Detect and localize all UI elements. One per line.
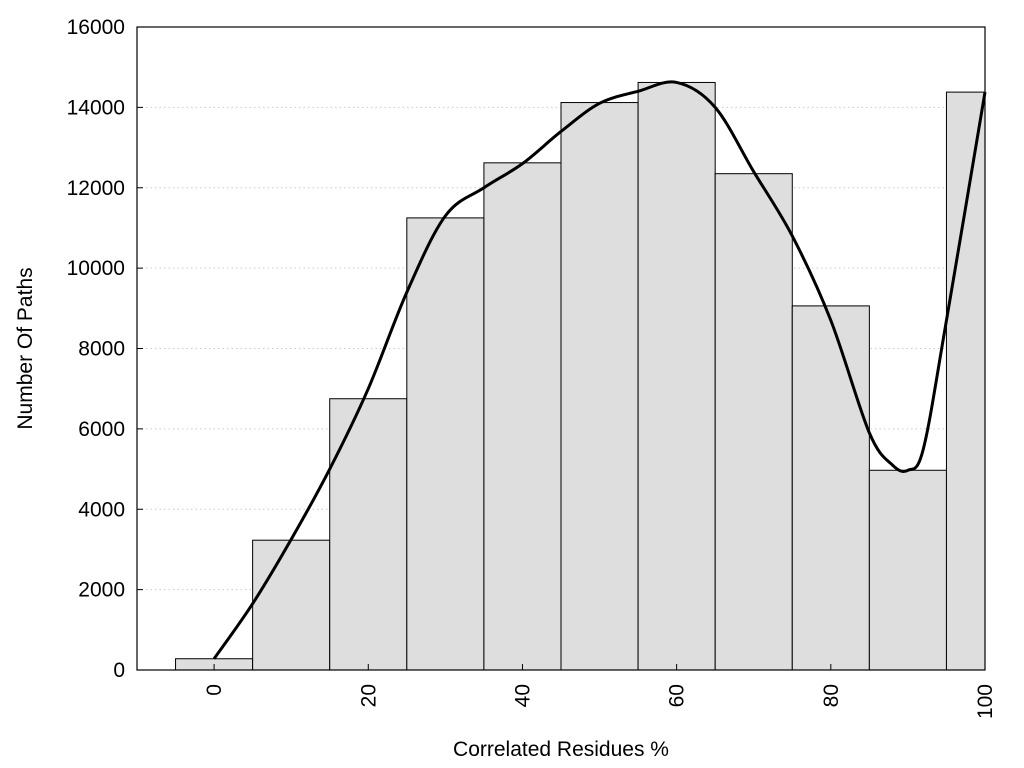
y-tick-label-2000: 2000 — [78, 579, 125, 602]
y-tick-label-10000: 10000 — [67, 257, 125, 280]
trend-curve-layer — [212, 80, 987, 660]
y-tick-label-6000: 6000 — [78, 418, 125, 441]
bar-50 — [560, 102, 639, 671]
bar-90 — [868, 469, 947, 671]
y-tick-label-14000: 14000 — [67, 96, 125, 119]
bar-70 — [714, 173, 793, 671]
y-tick-label-0: 0 — [113, 659, 125, 682]
trend-curve — [212, 80, 987, 660]
x-axis-title: Correlated Residues % — [453, 738, 669, 761]
bar-100 — [945, 91, 986, 671]
bar-40 — [483, 162, 562, 671]
x-tick-label-80: 80 — [820, 684, 843, 707]
bar-80 — [791, 305, 870, 671]
bar-10 — [252, 539, 331, 671]
x-axis-ticks: 0 20 40 60 80 100 — [203, 664, 997, 719]
x-tick-label-0: 0 — [203, 684, 226, 696]
bar-60 — [637, 81, 716, 671]
bar-20 — [329, 398, 408, 671]
bar-30 — [406, 217, 485, 671]
x-tick-label-20: 20 — [357, 684, 380, 707]
y-tick-label-16000: 16000 — [67, 16, 125, 39]
x-tick-label-100: 100 — [974, 684, 997, 719]
histogram-bars — [175, 81, 986, 671]
y-tick-label-8000: 8000 — [78, 338, 125, 361]
y-tick-label-12000: 12000 — [67, 177, 125, 200]
y-tick-label-4000: 4000 — [78, 498, 125, 521]
y-axis-ticks: 0 2000 4000 6000 8000 10000 12000 14000 16000 — [67, 16, 143, 682]
x-tick-label-60: 60 — [666, 684, 689, 707]
x-tick-label-40: 40 — [511, 684, 534, 707]
y-axis-title: Number Of Paths — [14, 267, 37, 429]
